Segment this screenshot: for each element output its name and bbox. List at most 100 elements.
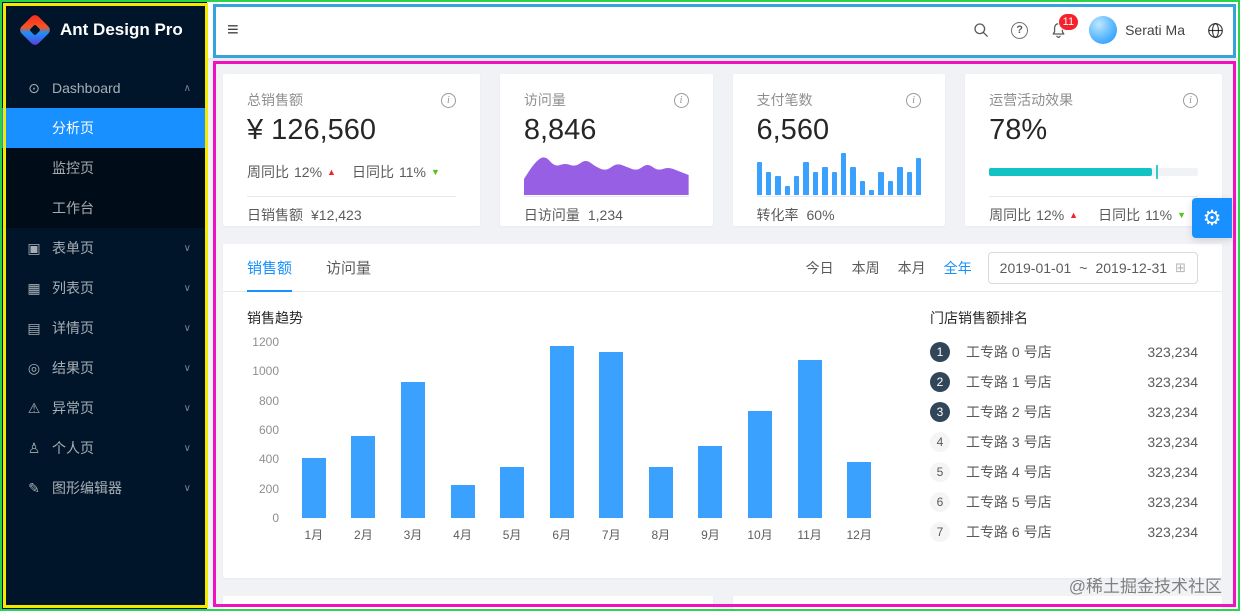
sales-card: 销售额 访问量 今日 本周 本月 全年 2019-01-01 ~ 2019-12… bbox=[223, 244, 1222, 578]
warning-icon: ⚠ bbox=[27, 399, 41, 416]
bar[interactable] bbox=[500, 466, 525, 518]
chevron-down-icon: ∨ bbox=[183, 482, 191, 494]
stat-card-footer: 转化率 60% bbox=[756, 196, 922, 225]
bar[interactable] bbox=[400, 381, 425, 518]
sidebar-item-monitor[interactable]: 监控页 bbox=[2, 148, 207, 188]
range-week[interactable]: 本周 bbox=[851, 259, 880, 276]
sales-trend-chart: 销售趋势 0 200 400 600 800 1000 1200 1月 2月 3月 4月 5月 6月 7… bbox=[247, 308, 884, 543]
bar[interactable] bbox=[599, 352, 624, 518]
mini-bar bbox=[887, 181, 894, 195]
bar[interactable] bbox=[797, 359, 822, 518]
store-value: 323,234 bbox=[1147, 434, 1198, 450]
x-tick-label: 5月 bbox=[502, 528, 522, 542]
footer-value: 60% bbox=[806, 207, 835, 223]
payments-minibar-wrap bbox=[756, 148, 922, 196]
logo-icon bbox=[18, 13, 52, 47]
sidebar-item-label: 分析页 bbox=[52, 120, 94, 136]
stat-card-total-sales: 总销售额 i ¥ 126,560 周同比 12% ▲ 日同比 bbox=[223, 74, 480, 226]
bar[interactable] bbox=[301, 457, 326, 518]
caret-down-icon: ▼ bbox=[430, 167, 440, 177]
sales-chart-x-labels: 1月 2月 3月 4月 5月 6月 7月 8月 9月 10月 11月 12月 bbox=[289, 526, 884, 543]
notification-bell-icon[interactable]: 11 bbox=[1050, 12, 1080, 39]
logo[interactable]: Ant Design Pro bbox=[2, 2, 207, 58]
theme-settings-button[interactable]: ⚙ bbox=[1192, 198, 1232, 238]
stat-card-visits: 访问量 i 8,846 日访问量 1,234 bbox=[499, 74, 713, 226]
header: ≡ ? 11 bbox=[207, 2, 1238, 58]
range-year[interactable]: 全年 bbox=[943, 259, 972, 276]
mini-bar bbox=[803, 162, 809, 195]
store-value: 323,234 bbox=[1147, 464, 1198, 480]
menu-fold-icon[interactable]: ≡ bbox=[227, 18, 239, 41]
x-tick-label: 6月 bbox=[552, 528, 572, 542]
bar[interactable] bbox=[747, 410, 772, 518]
x-tick-label: 2月 bbox=[354, 528, 373, 542]
x-tick-label: 8月 bbox=[651, 528, 671, 542]
mini-bar bbox=[765, 171, 772, 195]
mini-bar bbox=[906, 171, 912, 195]
trend-label: 周同比 bbox=[247, 164, 289, 180]
bar[interactable] bbox=[698, 446, 723, 518]
ranking-row: 6 工专路 5 号店 323,234 bbox=[930, 492, 1198, 512]
user-menu[interactable]: Serati Ma bbox=[1089, 16, 1185, 44]
stat-card-payments: 支付笔数 i 6,560 转化率 60% bbox=[732, 74, 946, 226]
stat-card-trends: 周同比 12% ▲ 日同比 11% ▼ bbox=[247, 148, 456, 196]
mini-bar bbox=[859, 181, 865, 195]
calendar-icon: ⊞ bbox=[1175, 259, 1186, 275]
sidebar-menu: ⊙ Dashboard ∧ 分析页 监控页 工作台 ▣ bbox=[2, 68, 207, 508]
dashboard-submenu: 分析页 监控页 工作台 bbox=[2, 108, 207, 228]
rank-badge: 6 bbox=[930, 492, 950, 512]
search-icon[interactable] bbox=[973, 22, 989, 38]
trend-value: 11% bbox=[1145, 207, 1173, 223]
profile-icon: ▤ bbox=[27, 319, 41, 336]
range-today[interactable]: 今日 bbox=[805, 259, 834, 276]
progress-bar bbox=[989, 165, 1198, 179]
sidebar-item-detail[interactable]: ▤ 详情页 ∨ bbox=[2, 308, 207, 348]
help-icon[interactable]: ? bbox=[1011, 21, 1029, 39]
bar[interactable] bbox=[847, 462, 872, 518]
sidebar-item-profile[interactable]: ♙ 个人页 ∨ bbox=[2, 428, 207, 468]
header-actions: ? 11 Serati Ma bbox=[973, 12, 1224, 44]
sidebar-item-graphic-editor[interactable]: ✎ 图形编辑器 ∨ bbox=[2, 468, 207, 508]
bar[interactable] bbox=[351, 435, 376, 518]
info-icon[interactable]: i bbox=[673, 92, 689, 108]
sidebar-item-label: 列表页 bbox=[52, 280, 94, 296]
range-filter: 今日 本周 本月 全年 bbox=[806, 258, 972, 278]
mini-bar bbox=[775, 176, 781, 195]
globe-icon[interactable] bbox=[1207, 22, 1224, 39]
dashboard-icon: ⊙ bbox=[28, 79, 40, 96]
ranking-row: 4 工专路 3 号店 323,234 bbox=[930, 432, 1198, 452]
logo-text: Ant Design Pro bbox=[60, 20, 183, 39]
sidebar-item-label: 监控页 bbox=[52, 160, 94, 176]
info-icon[interactable]: i bbox=[906, 92, 922, 108]
sidebar-item-result[interactable]: ◎ 结果页 ∨ bbox=[2, 348, 207, 388]
sidebar-item-workplace[interactable]: 工作台 bbox=[2, 188, 207, 228]
sidebar-item-label: 图形编辑器 bbox=[52, 480, 122, 496]
mini-bar bbox=[831, 171, 837, 195]
sidebar-item-list[interactable]: ▦ 列表页 ∨ bbox=[2, 268, 207, 308]
info-icon[interactable]: i bbox=[1183, 92, 1198, 108]
bar[interactable] bbox=[450, 485, 475, 518]
range-month[interactable]: 本月 bbox=[897, 259, 926, 276]
trend-value: 12% bbox=[294, 164, 323, 180]
tab-visits[interactable]: 访问量 bbox=[326, 260, 372, 277]
date-range-picker[interactable]: 2019-01-01 ~ 2019-12-31 ⊞ bbox=[987, 251, 1198, 284]
stat-card-value: ¥ 126,560 bbox=[247, 114, 377, 146]
info-icon[interactable]: i bbox=[440, 92, 456, 108]
sidebar: Ant Design Pro ⊙ Dashboard ∧ 分析页 监控页 工 bbox=[2, 2, 207, 609]
sidebar-item-exception[interactable]: ⚠ 异常页 ∨ bbox=[2, 388, 207, 428]
sidebar-item-analysis[interactable]: 分析页 bbox=[2, 108, 207, 148]
bar[interactable] bbox=[648, 466, 673, 518]
tab-sales[interactable]: 销售额 bbox=[247, 244, 293, 292]
check-circle-icon: ◎ bbox=[27, 359, 41, 376]
date-start: 2019-01-01 bbox=[999, 259, 1072, 276]
sidebar-item-dashboard[interactable]: ⊙ Dashboard ∧ bbox=[2, 68, 207, 108]
ranking-row: 5 工专路 4 号店 323,234 bbox=[930, 462, 1198, 482]
week-trend: 周同比 12% ▲ bbox=[989, 205, 1078, 225]
bar[interactable] bbox=[549, 346, 574, 518]
mini-bar bbox=[812, 171, 819, 195]
chart-title: 销售趋势 bbox=[247, 310, 303, 326]
chevron-down-icon: ∨ bbox=[183, 442, 191, 454]
sidebar-item-label: Dashboard bbox=[52, 80, 121, 96]
sidebar-item-form[interactable]: ▣ 表单页 ∨ bbox=[2, 228, 207, 268]
area-chart bbox=[523, 157, 689, 195]
